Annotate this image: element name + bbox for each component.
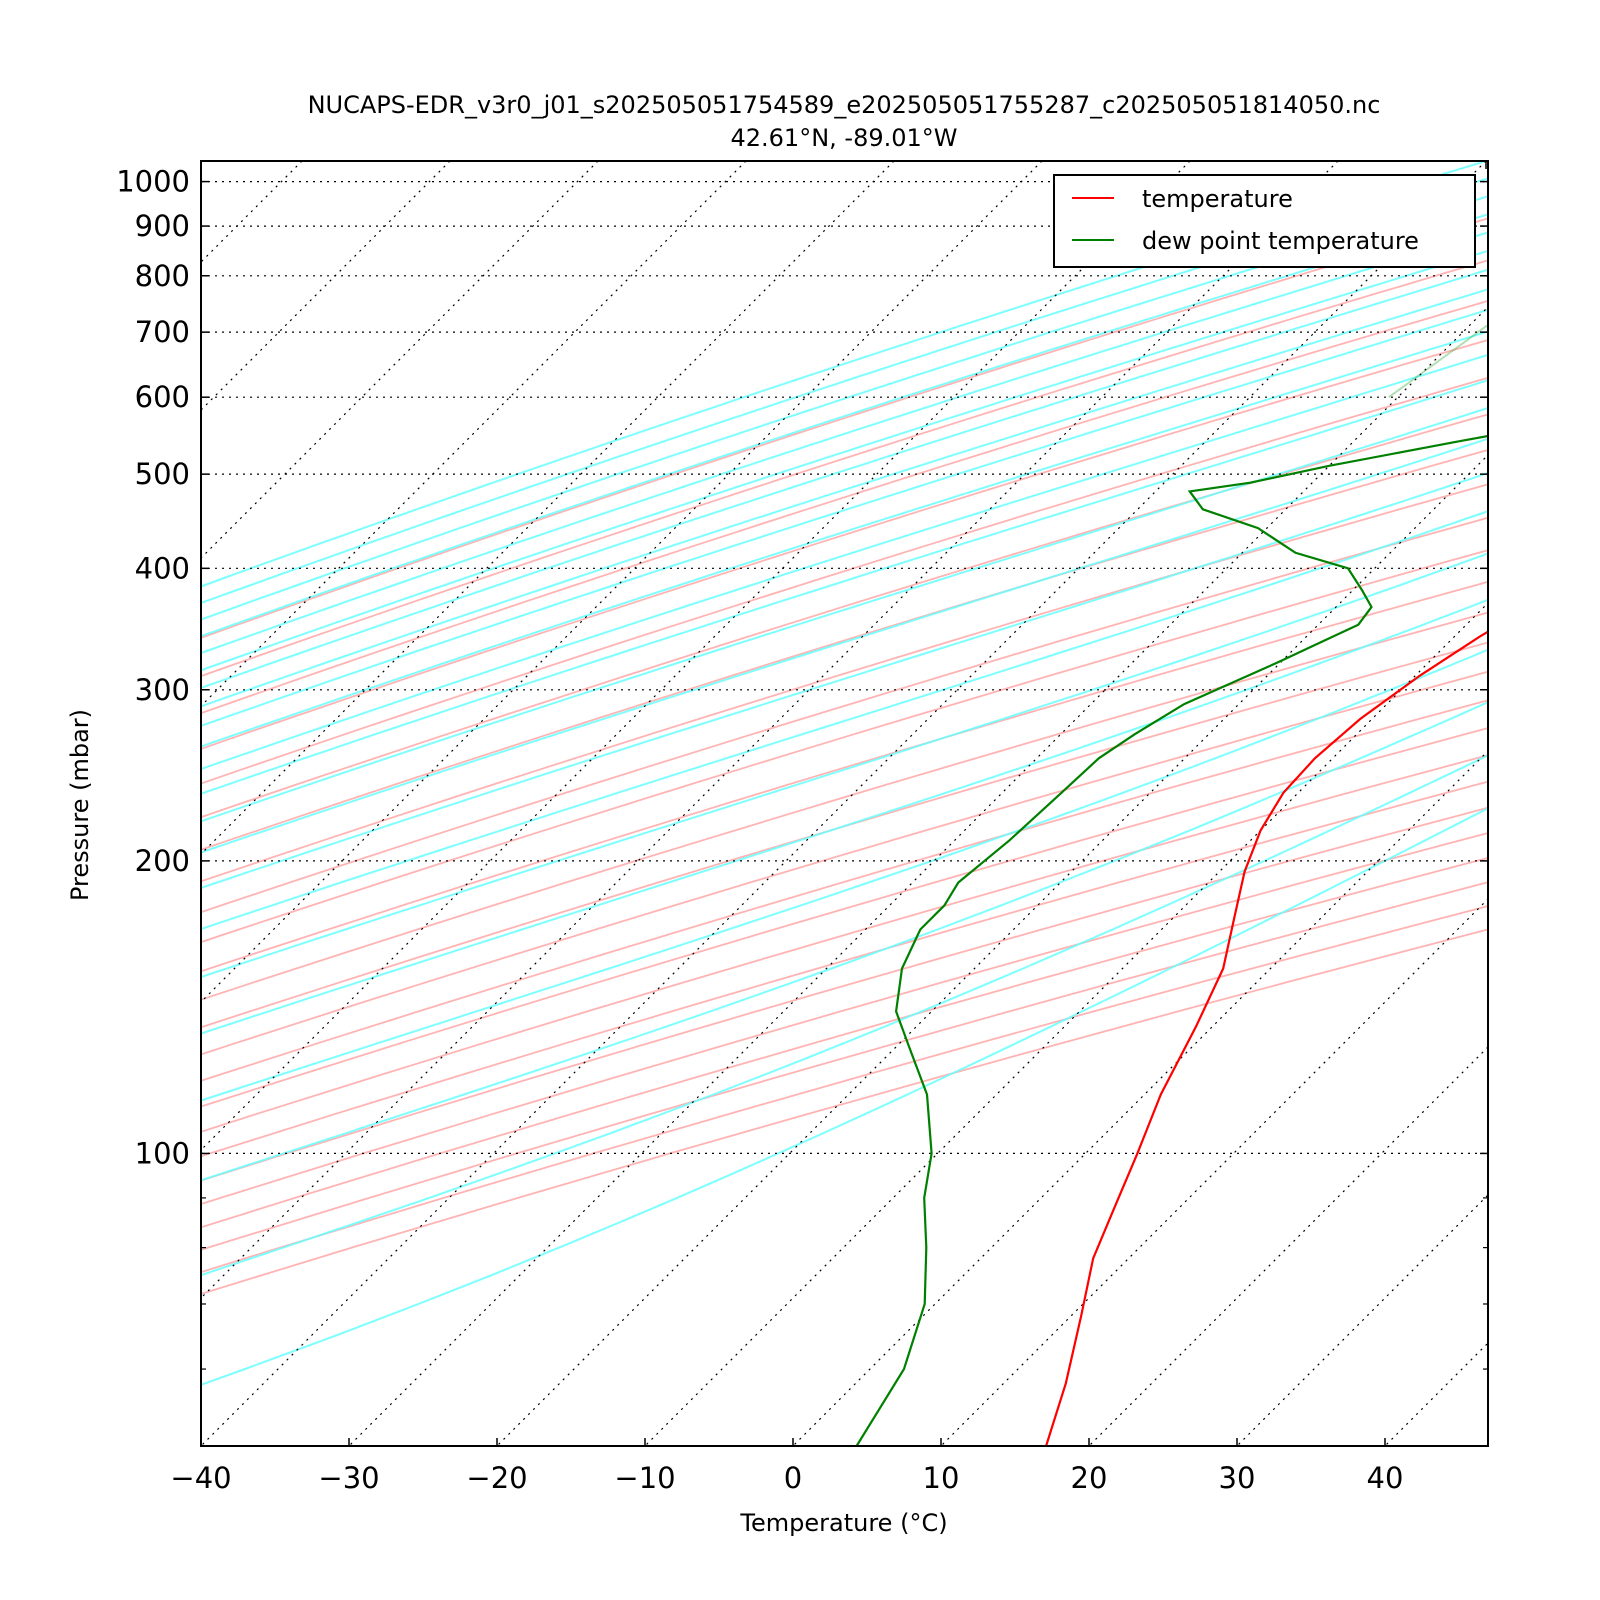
moist-adiabat-line: [201, 308, 1488, 727]
moist-adiabat-line: [201, 379, 1488, 795]
x-axis-label: Temperature (°C): [739, 1509, 947, 1537]
y-tick-label: 400: [135, 551, 190, 585]
moist-adiabat-line: [201, 648, 1488, 1102]
y-tick-label: 1000: [116, 165, 190, 199]
isotherm-line: [201, 161, 451, 411]
dry-adiabat-line: [201, 670, 1488, 1056]
moist-adiabat-line: [201, 807, 1488, 1386]
moist-adiabat-line: [201, 249, 1488, 672]
dry-adiabat-line: [201, 780, 1488, 1158]
moist-adiabat-line: [201, 231, 1488, 655]
y-tick-label: 800: [135, 259, 190, 293]
moist-adiabat-line: [201, 471, 1488, 890]
moist-adiabat-line: [201, 510, 1488, 931]
x-tick-label: 40: [1367, 1461, 1404, 1495]
isotherm-line: [201, 161, 1487, 1446]
moist-adiabat-line: [201, 353, 1488, 771]
y-tick-label: 600: [135, 380, 190, 414]
y-tick-label: 200: [135, 844, 190, 878]
y-axis-label: Pressure (mbar): [66, 709, 94, 901]
dry-adiabat-line: [201, 516, 1488, 914]
dry-adiabat-line: [201, 413, 1488, 819]
isotherm-line: [201, 161, 895, 855]
dry-adiabat-line: [201, 806, 1488, 1182]
moist-adiabat-line: [201, 437, 1488, 854]
legend-label-dewpoint: dew point temperature: [1142, 227, 1419, 255]
dry-adiabat-line: [201, 549, 1488, 944]
isotherm-line: [201, 161, 1043, 1003]
y-tick-labels: 100 200 300 400 500 600 700 800 900 1000: [116, 165, 190, 1171]
dry-adiabat-line: [201, 727, 1488, 1108]
dewpoint-line: [855, 434, 1488, 1446]
x-tick-label: 20: [1071, 1461, 1108, 1495]
dry-adiabat-line: [201, 449, 1488, 851]
dry-adiabat-line: [201, 299, 1488, 715]
plot-frame: [200, 160, 1489, 1447]
y-tick-label: 500: [135, 457, 190, 491]
dry-adiabat-line: [201, 611, 1488, 1001]
legend-box: [1053, 174, 1476, 268]
x-tick-label: 30: [1219, 1461, 1256, 1495]
moist-adiabat-line: [201, 552, 1488, 979]
x-tick-label: −30: [318, 1461, 379, 1495]
moist-adiabat-line: [201, 701, 1488, 1182]
temperature-line: [1045, 630, 1488, 1446]
dry-adiabat-line: [201, 580, 1488, 973]
moist-adiabat-line: [201, 754, 1488, 1277]
series-lines: [855, 434, 1488, 1446]
chart-title: NUCAPS-EDR_v3r0_j01_s202505051754589_e20…: [308, 91, 1381, 119]
dry-adiabat-line: [201, 376, 1488, 785]
x-tick-label: −20: [466, 1461, 527, 1495]
dry-adiabat-line: [201, 754, 1488, 1133]
y-tick-label: 900: [135, 209, 190, 243]
isotherm-line: [201, 161, 1339, 1299]
mixing-ratio-line: [1388, 323, 1488, 399]
x-tick-labels: −40 −30 −20 −10 0 10 20 30 40: [170, 1461, 1403, 1495]
isotherm-line: [348, 306, 1488, 1446]
y-tick-label: 300: [135, 673, 190, 707]
legend-label-temperature: temperature: [1142, 185, 1293, 213]
moist-adiabat-line: [201, 330, 1488, 748]
y-tick-label: 700: [135, 315, 190, 349]
moist-adiabat-line: [201, 598, 1488, 1035]
dry-adiabat-line: [201, 699, 1488, 1082]
x-tick-label: 0: [784, 1461, 802, 1495]
moist-adiabat-line: [201, 406, 1488, 823]
chart-subtitle: 42.61°N, -89.01°W: [730, 124, 957, 152]
x-tick-label: −40: [170, 1461, 231, 1495]
dry-adiabat-line: [201, 483, 1488, 883]
tick-marks: [200, 161, 1488, 1446]
moist-adiabat-line: [201, 268, 1488, 690]
isotherm-line: [201, 161, 1191, 1151]
dry-adiabat-line: [201, 259, 1488, 678]
isotherm-line: [201, 161, 747, 707]
moist-adiabat-line: [201, 288, 1488, 708]
x-tick-label: 10: [923, 1461, 960, 1495]
y-tick-label: 100: [135, 1136, 190, 1170]
x-tick-label: −10: [614, 1461, 675, 1495]
isotherm-line: [201, 161, 599, 559]
dry-adiabat-line: [201, 339, 1488, 750]
legend: temperature dew point temperature: [1053, 174, 1476, 268]
